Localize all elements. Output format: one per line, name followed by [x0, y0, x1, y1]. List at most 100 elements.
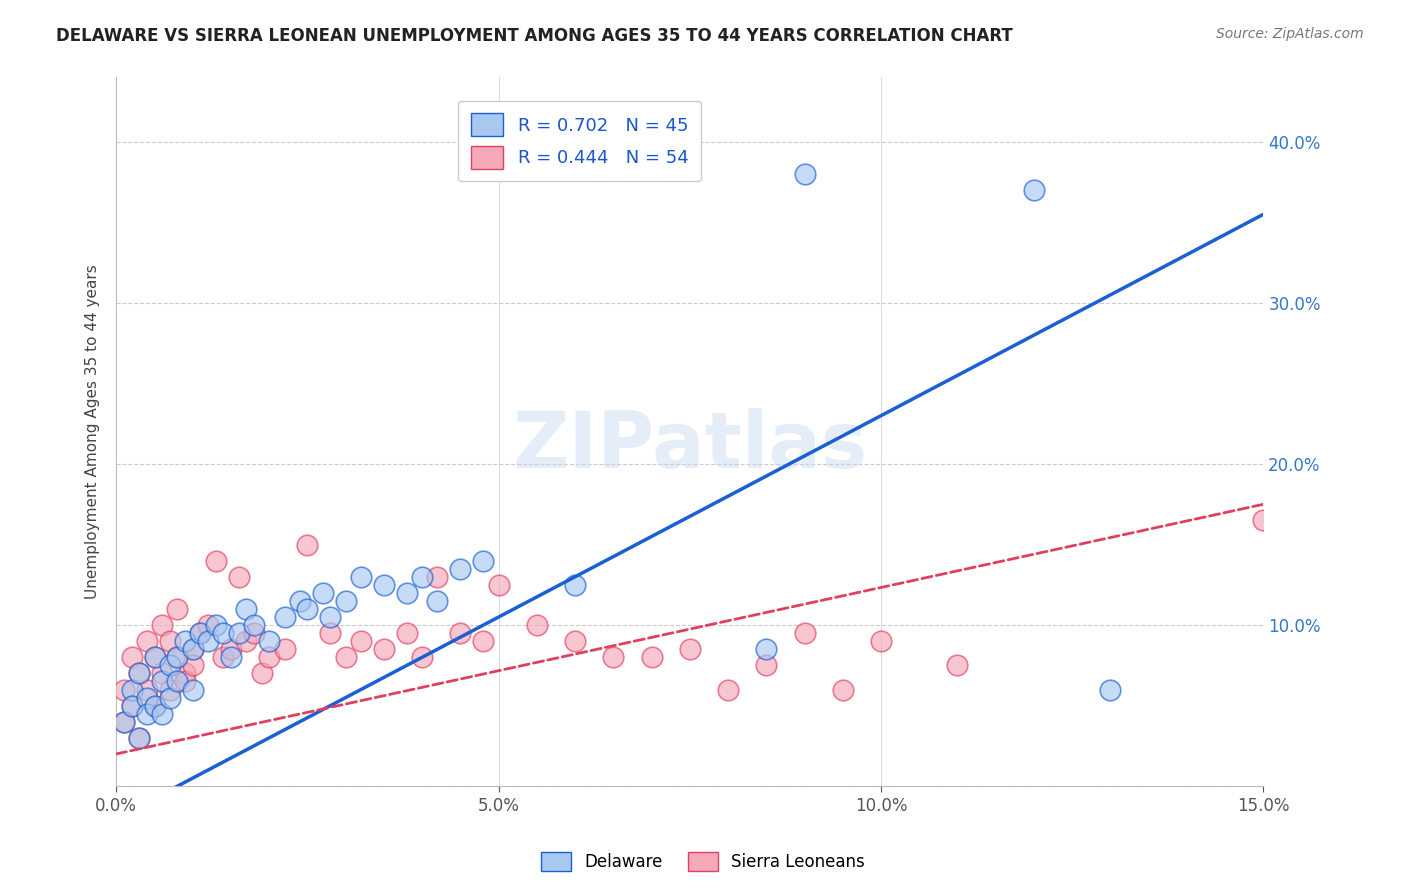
Point — [526, 618, 548, 632]
Point — [243, 618, 266, 632]
Point — [181, 658, 204, 673]
Point — [212, 626, 235, 640]
Point — [190, 626, 212, 640]
Point — [1253, 513, 1275, 527]
Point — [128, 731, 150, 745]
Point — [243, 626, 266, 640]
Point — [679, 642, 702, 657]
Point — [174, 666, 197, 681]
Point — [112, 714, 135, 729]
Point — [319, 610, 342, 624]
Point — [150, 674, 173, 689]
Point — [755, 642, 778, 657]
Point — [395, 586, 418, 600]
Point — [395, 626, 418, 640]
Point — [755, 658, 778, 673]
Point — [159, 690, 181, 705]
Point — [228, 626, 250, 640]
Point — [112, 714, 135, 729]
Point — [297, 537, 319, 551]
Point — [1022, 183, 1045, 197]
Point — [488, 578, 510, 592]
Point — [228, 570, 250, 584]
Point — [150, 706, 173, 721]
Text: Source: ZipAtlas.com: Source: ZipAtlas.com — [1216, 27, 1364, 41]
Point — [174, 634, 197, 648]
Point — [373, 578, 395, 592]
Point — [426, 594, 449, 608]
Point — [350, 634, 373, 648]
Point — [350, 570, 373, 584]
Point — [197, 634, 219, 648]
Point — [297, 602, 319, 616]
Point — [181, 642, 204, 657]
Point — [250, 666, 273, 681]
Point — [150, 666, 173, 681]
Point — [640, 650, 662, 665]
Point — [128, 666, 150, 681]
Point — [335, 594, 357, 608]
Point — [174, 674, 197, 689]
Point — [273, 642, 295, 657]
Point — [135, 706, 157, 721]
Point — [190, 626, 212, 640]
Legend: R = 0.702   N = 45, R = 0.444   N = 54: R = 0.702 N = 45, R = 0.444 N = 54 — [458, 101, 702, 181]
Point — [219, 642, 242, 657]
Point — [143, 698, 166, 713]
Point — [793, 626, 815, 640]
Point — [472, 554, 495, 568]
Point — [166, 602, 188, 616]
Point — [143, 650, 166, 665]
Point — [135, 682, 157, 697]
Point — [319, 626, 342, 640]
Point — [235, 602, 257, 616]
Point — [135, 690, 157, 705]
Point — [273, 610, 295, 624]
Point — [181, 642, 204, 657]
Point — [946, 658, 969, 673]
Point — [257, 650, 280, 665]
Point — [121, 698, 143, 713]
Point — [159, 682, 181, 697]
Point — [449, 562, 471, 576]
Point — [411, 650, 433, 665]
Point — [288, 594, 311, 608]
Point — [166, 650, 188, 665]
Point — [150, 618, 173, 632]
Point — [212, 650, 235, 665]
Point — [717, 682, 740, 697]
Point — [143, 698, 166, 713]
Point — [257, 634, 280, 648]
Point — [112, 682, 135, 697]
Point — [870, 634, 893, 648]
Point — [411, 570, 433, 584]
Point — [128, 731, 150, 745]
Point — [121, 682, 143, 697]
Point — [121, 650, 143, 665]
Point — [564, 578, 586, 592]
Point — [472, 634, 495, 648]
Point — [793, 167, 815, 181]
Point — [312, 586, 335, 600]
Point — [181, 682, 204, 697]
Text: ZIPatlas: ZIPatlas — [512, 408, 868, 484]
Text: DELAWARE VS SIERRA LEONEAN UNEMPLOYMENT AMONG AGES 35 TO 44 YEARS CORRELATION CH: DELAWARE VS SIERRA LEONEAN UNEMPLOYMENT … — [56, 27, 1012, 45]
Point — [197, 618, 219, 632]
Point — [121, 698, 143, 713]
Point — [159, 634, 181, 648]
Point — [204, 618, 226, 632]
Point — [219, 650, 242, 665]
Point — [143, 650, 166, 665]
Point — [235, 634, 257, 648]
Point — [128, 666, 150, 681]
Point — [159, 658, 181, 673]
Legend: Delaware, Sierra Leoneans: Delaware, Sierra Leoneans — [533, 843, 873, 880]
Point — [426, 570, 449, 584]
Point — [135, 634, 157, 648]
Point — [1099, 682, 1122, 697]
Point — [166, 650, 188, 665]
Point — [204, 554, 226, 568]
Point — [602, 650, 624, 665]
Point — [449, 626, 471, 640]
Point — [831, 682, 853, 697]
